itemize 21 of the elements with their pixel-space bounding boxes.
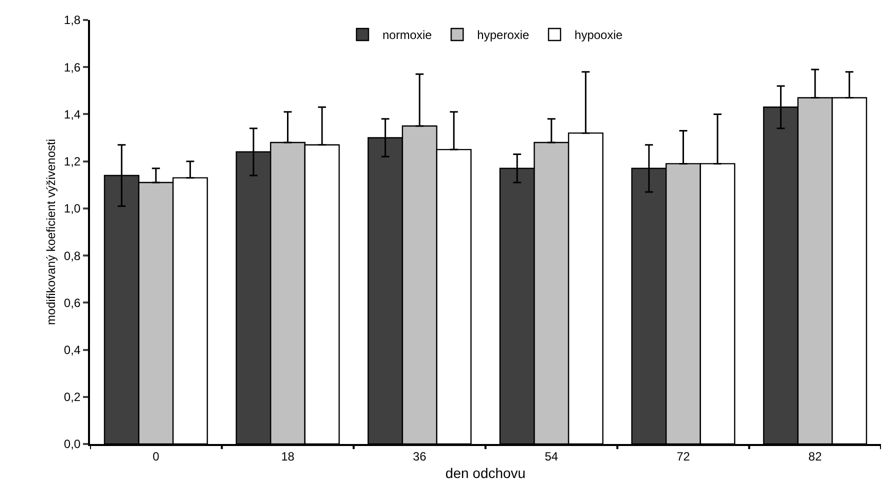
y-tick-label: 0,4 — [64, 342, 81, 357]
x-tick-label: 82 — [808, 449, 822, 464]
y-tick-label: 0,8 — [64, 248, 81, 263]
x-tick-label: 36 — [412, 449, 427, 464]
x-tick-label: 54 — [544, 449, 558, 464]
y-tick-label: 1,8 — [64, 13, 81, 28]
x-axis-title: den odchovu — [445, 465, 526, 482]
y-axis-title: modifikovaný koeficient výživenosti — [44, 138, 58, 326]
y-tick-label: 0,0 — [64, 437, 81, 452]
y-tick-label: 0,6 — [64, 296, 81, 310]
x-tick-label: 72 — [676, 449, 690, 464]
legend-label: normoxie — [382, 28, 432, 42]
y-tick-label: 1,4 — [64, 107, 81, 122]
x-tick-label: 18 — [281, 449, 295, 464]
x-tick-label: 0 — [152, 449, 160, 464]
legend-label: hypooxie — [574, 28, 623, 42]
y-tick-label: 1,2 — [64, 154, 81, 169]
y-tick-label: 0,2 — [64, 390, 81, 404]
legend-label: hyperoxie — [477, 28, 530, 42]
y-tick-label: 1,6 — [64, 60, 81, 74]
y-tick-label: 1,0 — [64, 202, 81, 216]
